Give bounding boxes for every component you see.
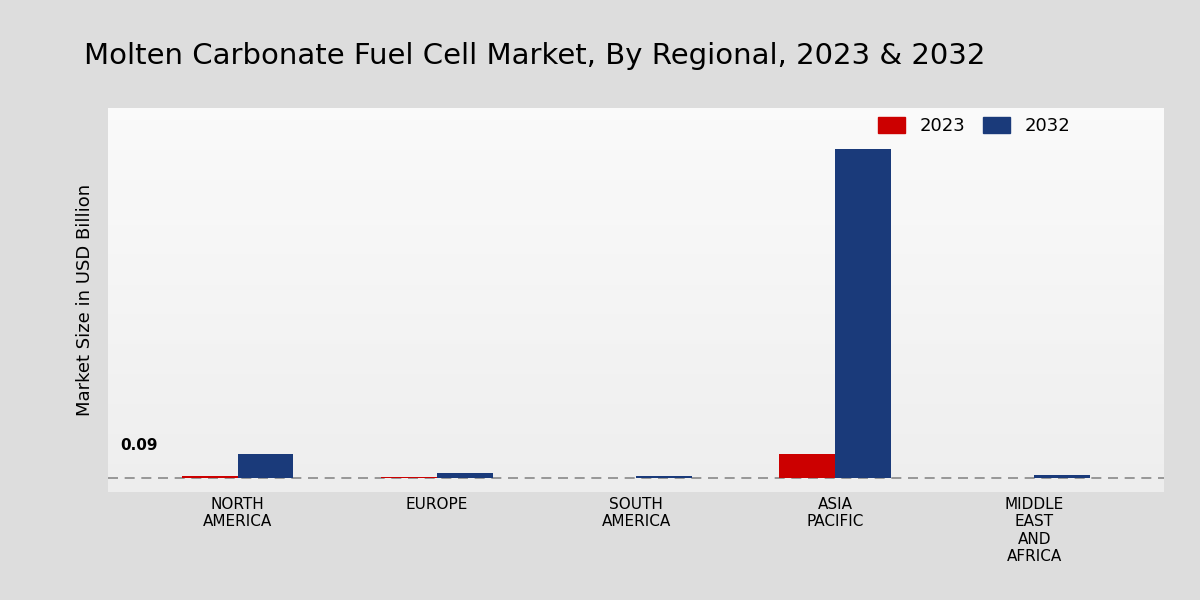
Text: 0.09: 0.09 — [120, 438, 158, 453]
Bar — [636, 476, 691, 478]
Text: Molten Carbonate Fuel Cell Market, By Regional, 2023 & 2032: Molten Carbonate Fuel Cell Market, By Re… — [84, 42, 985, 70]
Bar — [780, 454, 835, 478]
Bar — [1034, 475, 1091, 478]
Bar — [437, 473, 492, 478]
Y-axis label: Market Size in USD Billion: Market Size in USD Billion — [76, 184, 94, 416]
Bar — [380, 477, 437, 478]
Bar — [238, 454, 293, 478]
Bar — [181, 476, 238, 478]
Legend: 2023, 2032: 2023, 2032 — [878, 117, 1070, 135]
Bar — [835, 149, 892, 478]
